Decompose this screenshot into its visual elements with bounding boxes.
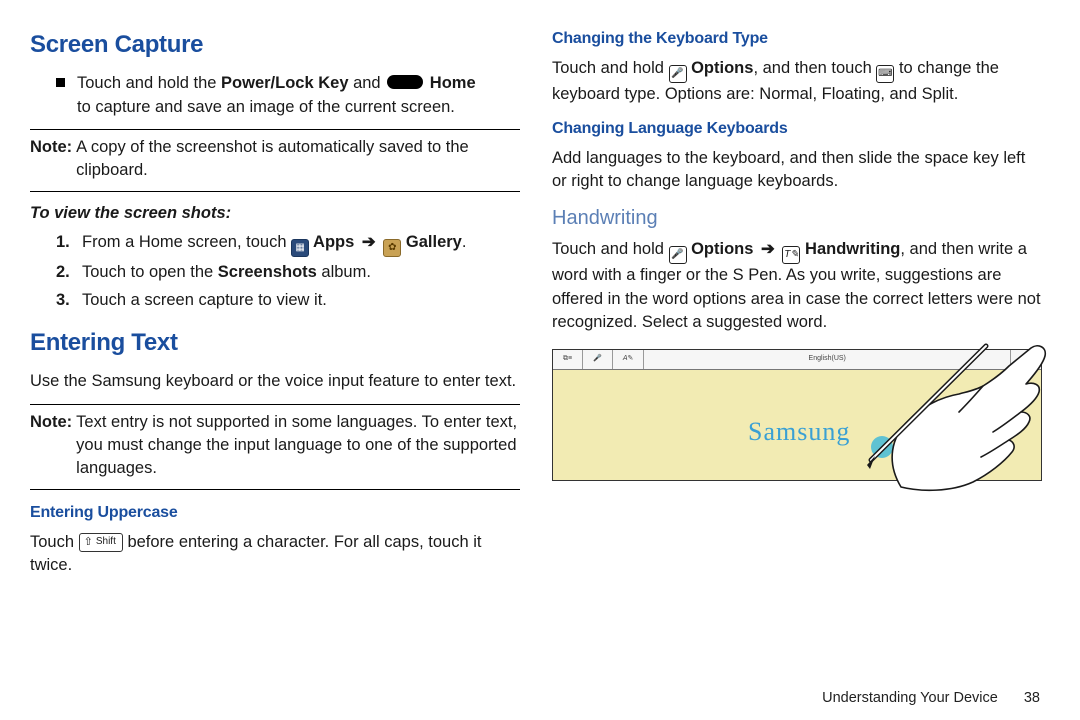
- heading-screen-capture: Screen Capture: [30, 28, 520, 62]
- note-2: Note: Text entry is not supported in som…: [30, 411, 520, 481]
- note-1: Note: A copy of the screenshot is automa…: [30, 136, 520, 183]
- note-text-1: A copy of the screenshot is automaticall…: [76, 136, 520, 183]
- mic-options-icon-2: 🎤: [669, 246, 687, 264]
- hw-tb-sym: ⧉≡: [553, 350, 583, 369]
- s3: Touch a screen capture to view it.: [82, 289, 327, 312]
- step-2: 2. Touch to open the Screenshots album.: [56, 261, 520, 284]
- hw-opt: Options: [687, 240, 754, 258]
- ol-2: 2.: [56, 261, 74, 284]
- rule-top-2: [30, 404, 520, 405]
- note-label-1: Note:: [30, 136, 72, 183]
- note-label-2: Note:: [30, 411, 72, 481]
- mic-options-icon: 🎤: [669, 65, 687, 83]
- hw-tb-mic: 🎤: [583, 350, 613, 369]
- lang-para: Add languages to the keyboard, and then …: [552, 147, 1042, 194]
- shift-label: Shift: [96, 535, 116, 549]
- s2-bold: Screenshots: [218, 263, 317, 281]
- heading-lang-kb: Changing Language Keyboards: [552, 118, 1042, 141]
- heading-entering-text: Entering Text: [30, 326, 520, 360]
- handwriting-mode-icon: T✎: [782, 246, 800, 264]
- sc-powerlock: Power/Lock Key: [221, 74, 348, 92]
- heading-kb-type: Changing the Keyboard Type: [552, 28, 1042, 51]
- sc-text-1: Touch and hold the: [77, 74, 221, 92]
- keyboard-icon: ⌨: [876, 65, 894, 83]
- kb-para: Touch and hold 🎤 Options, and then touch…: [552, 57, 1042, 107]
- up-pre: Touch: [30, 533, 79, 551]
- screen-capture-bullet: Touch and hold the Power/Lock Key and Ho…: [56, 72, 520, 119]
- note-text-2: Text entry is not supported in some lang…: [76, 411, 520, 481]
- sc-line2: to capture and save an image of the curr…: [77, 96, 476, 119]
- hw-tb-a: A✎: [613, 350, 645, 369]
- shift-key-icon: ⇧Shift: [79, 533, 123, 553]
- step-3: 3. Touch a screen capture to view it.: [56, 289, 520, 312]
- apps-grid-icon: ▦: [291, 239, 309, 257]
- handwriting-illustration: ⧉≡ 🎤 A✎ English(US) ⌫ Samsung: [552, 349, 1042, 481]
- hw-hand: Handwriting: [800, 240, 900, 258]
- et-para: Use the Samsung keyboard or the voice in…: [30, 370, 520, 393]
- rule-bottom-2: [30, 489, 520, 490]
- s2-post: album.: [317, 263, 371, 281]
- s1-gallery: Gallery: [401, 233, 462, 251]
- hw-canvas: Samsung: [553, 370, 1041, 480]
- hw-arrow: ➔: [753, 240, 782, 258]
- sc-home: Home: [425, 74, 475, 92]
- heading-uppercase: Entering Uppercase: [30, 502, 520, 525]
- square-bullet-icon: [56, 78, 65, 87]
- kb-mid: , and then touch: [753, 59, 876, 77]
- right-column: Changing the Keyboard Type Touch and hol…: [552, 28, 1042, 583]
- s1-pre: From a Home screen, touch: [82, 233, 291, 251]
- page-footer: Understanding Your Device 38: [822, 690, 1040, 706]
- hw-pre: Touch and hold: [552, 240, 669, 258]
- rule-bottom-1: [30, 191, 520, 192]
- s1-arrow: ➔: [354, 233, 383, 251]
- uppercase-para: Touch ⇧Shift before entering a character…: [30, 531, 520, 578]
- kb-opt: Options: [687, 59, 754, 77]
- ol-3: 3.: [56, 289, 74, 312]
- s2-pre: Touch to open the: [82, 263, 218, 281]
- left-column: Screen Capture Touch and hold the Power/…: [30, 28, 520, 583]
- heading-handwriting: Handwriting: [552, 204, 1042, 232]
- s1-apps: Apps: [309, 233, 354, 251]
- gallery-icon: ✿: [383, 239, 401, 257]
- hw-para: Touch and hold 🎤 Options ➔ T✎ Handwritin…: [552, 238, 1042, 334]
- footer-section: Understanding Your Device: [822, 690, 998, 706]
- sc-mid: and: [349, 74, 386, 92]
- ol-1: 1.: [56, 231, 74, 257]
- footer-page: 38: [1024, 690, 1040, 706]
- home-pill-icon: [387, 75, 423, 89]
- step-1: 1. From a Home screen, touch ▦ Apps ➔ ✿ …: [56, 231, 520, 257]
- kb-pre: Touch and hold: [552, 59, 669, 77]
- to-view-heading: To view the screen shots:: [30, 202, 520, 225]
- rule-top-1: [30, 129, 520, 130]
